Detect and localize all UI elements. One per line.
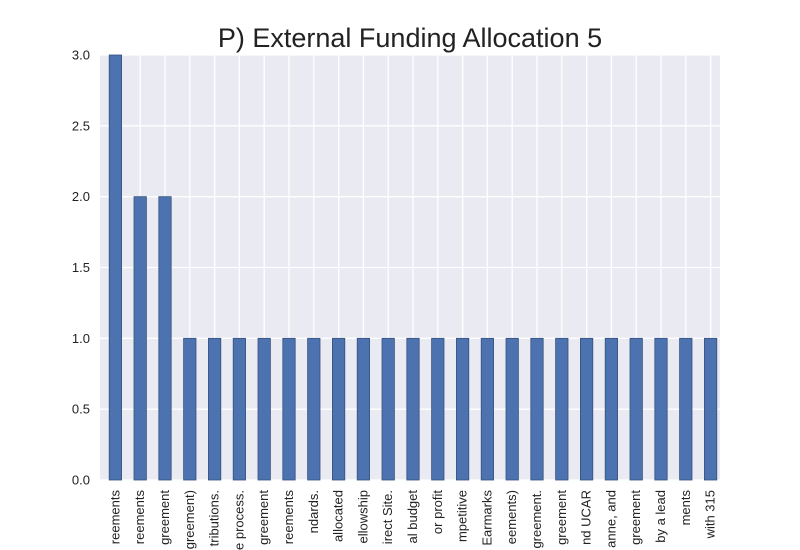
- x-tick-label: anne, and: [603, 490, 618, 548]
- bar: [381, 337, 395, 481]
- x-tick-label: ndards.: [306, 490, 321, 533]
- x-tick-label: mpetitive: [455, 490, 470, 542]
- y-tick-label: 1.5: [72, 260, 90, 275]
- y-tick-label: 1.0: [72, 331, 90, 346]
- y-tick-label: 2.0: [72, 189, 90, 204]
- x-tick-label: greement: [256, 490, 271, 545]
- y-axis-ticks: 0.0 0.5 1.0 1.5 2.0 2.5 3.0: [72, 48, 90, 488]
- bar: [257, 337, 271, 481]
- bar: [158, 196, 172, 481]
- bar: [356, 337, 371, 481]
- x-tick-label: e process.: [231, 490, 246, 550]
- bar: [207, 337, 222, 481]
- chart-title: P) External Funding Allocation 5: [218, 23, 602, 53]
- x-tick-label: eements): [504, 490, 519, 544]
- x-tick-label: or profit: [430, 490, 445, 534]
- x-tick-label: reements: [281, 490, 296, 545]
- y-tick-label: 2.5: [72, 118, 90, 133]
- bar: [133, 196, 147, 481]
- bar: [183, 337, 197, 481]
- x-tick-label: al budget: [405, 490, 420, 544]
- x-tick-label: greement): [182, 490, 197, 549]
- bar: [480, 337, 495, 481]
- y-tick-label: 0.0: [72, 473, 90, 488]
- x-tick-label: greement: [554, 490, 569, 545]
- bar: [282, 337, 296, 481]
- x-tick-label: allocated: [331, 490, 346, 542]
- bar: [108, 54, 122, 481]
- bar: [555, 337, 569, 481]
- bar: [629, 337, 643, 481]
- y-tick-label: 3.0: [72, 48, 90, 63]
- x-tick-label: ments: [678, 490, 693, 526]
- bar: [704, 337, 718, 481]
- x-tick-label: tributions.: [207, 490, 222, 546]
- bars: [108, 54, 718, 481]
- bar: [406, 337, 420, 481]
- x-tick-label: greement.: [529, 490, 544, 549]
- bar: [331, 337, 346, 481]
- x-tick-label: greement: [157, 490, 172, 545]
- bar: [307, 337, 321, 481]
- y-tick-label: 0.5: [72, 402, 90, 417]
- bar: [431, 337, 445, 481]
- x-tick-label: by a lead: [653, 490, 668, 543]
- x-tick-label: ellowship: [355, 490, 370, 543]
- x-tick-label: greement: [628, 490, 643, 545]
- bar: [530, 337, 544, 481]
- x-tick-label: irect Site.: [380, 490, 395, 544]
- bar: [232, 337, 246, 481]
- x-tick-label: nd UCAR: [579, 490, 594, 545]
- x-axis-ticks: reements reements greement greement) tributi…: [107, 490, 717, 550]
- bar: [604, 337, 619, 481]
- x-tick-label: with 315: [703, 490, 718, 539]
- bar: [580, 337, 594, 481]
- x-tick-label: reements: [132, 490, 147, 545]
- x-tick-label: reements: [107, 490, 122, 545]
- bar: [455, 337, 470, 481]
- bar: [679, 337, 693, 481]
- bar: [654, 337, 668, 481]
- x-tick-label: Earmarks: [479, 490, 494, 546]
- bar: [505, 337, 519, 481]
